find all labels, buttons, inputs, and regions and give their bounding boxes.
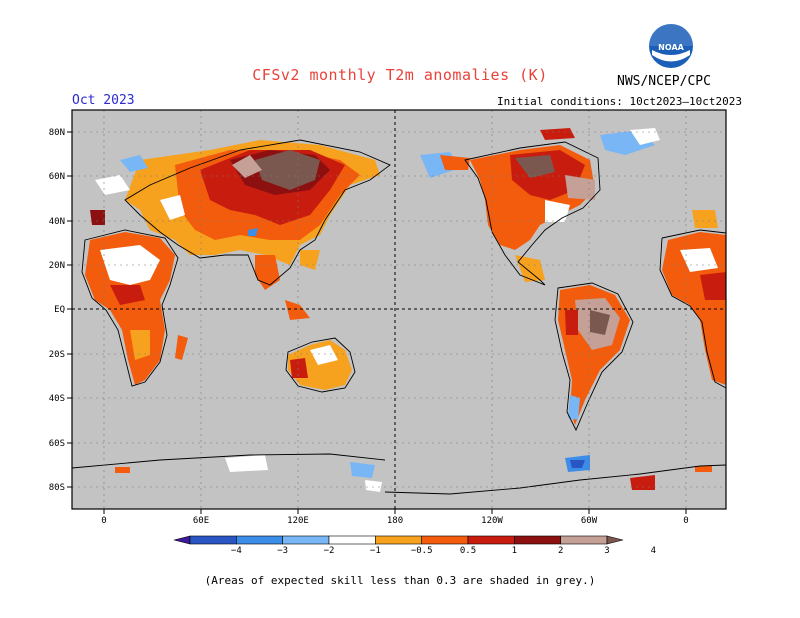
axis-ticks: [67, 131, 687, 514]
colorbar-tick-label: −2: [324, 546, 335, 556]
noaa-logo: NOAA: [649, 24, 693, 68]
lat-label: 20N: [49, 261, 65, 271]
page-title: CFSv2 monthly T2m anomalies (K): [252, 66, 548, 84]
lat-label: 80S: [49, 483, 65, 493]
initial-conditions-label: Initial conditions: 10ct2023–10ct2023: [497, 95, 743, 108]
lon-label: 120W: [481, 516, 503, 526]
colorbar-segment: [189, 535, 237, 545]
colorbar-tick-label: 2: [558, 546, 563, 556]
coastlines: [71, 139, 727, 495]
africa-east-edge-anomaly: [662, 210, 726, 385]
colorbar-tick-label: 0.5: [460, 546, 476, 556]
lon-label: 180: [387, 516, 403, 526]
colorbar-segment: [282, 535, 330, 545]
africa-anomaly: [85, 232, 188, 385]
month-label: Oct 2023: [72, 93, 135, 108]
lat-label: EQ: [54, 305, 65, 315]
colorbar-segment: [236, 535, 283, 545]
lat-label: 80N: [49, 128, 65, 138]
colorbar: −4 −3 −2 −1 −0.5 0.5 1 2 3 4: [173, 535, 656, 556]
south-america-anomaly: [558, 285, 630, 425]
colorbar-tick-label: 4: [651, 546, 656, 556]
australia-anomaly: [288, 340, 352, 390]
colorbar-segment: [467, 535, 515, 545]
colorbar-segment: [375, 535, 422, 545]
lat-label: 20S: [49, 350, 65, 360]
noaa-logo-text: NOAA: [658, 43, 684, 52]
colorbar-tick-label: −3: [277, 546, 288, 556]
colorbar-segment: [514, 535, 561, 545]
antarctica-anomaly: [115, 455, 712, 492]
longitude-labels: 0 60E 120E 180 120W 60W 0: [101, 516, 688, 526]
lon-label: 0: [683, 516, 688, 526]
colorbar-segment: [560, 535, 608, 545]
lon-label: 0: [101, 516, 106, 526]
agency-label: NWS/NCEP/CPC: [617, 74, 711, 89]
lat-label: 60N: [49, 172, 65, 182]
skill-footnote: (Areas of expected skill less than 0.3 a…: [204, 574, 596, 587]
lat-label: 60S: [49, 439, 65, 449]
lon-label: 60W: [581, 516, 598, 526]
colorbar-tick-label: 1: [512, 546, 517, 556]
eurasia-anomaly: [90, 140, 380, 320]
lat-label: 40N: [49, 217, 65, 227]
colorbar-left-extension: [173, 535, 191, 545]
colorbar-tick-label: 3: [604, 546, 609, 556]
colorbar-segment: [328, 535, 376, 545]
lat-label: 40S: [49, 394, 65, 404]
colorbar-tick-label: −4: [231, 546, 242, 556]
lon-label: 60E: [193, 516, 209, 526]
colorbar-segment: [421, 535, 469, 545]
north-america-anomaly: [420, 128, 660, 282]
colorbar-tick-label: −0.5: [411, 546, 433, 556]
colorbar-right-extension: [606, 535, 624, 545]
anomaly-map: 80N 60N 40N 20N EQ 20S 40S 60S 80S 0 60E…: [49, 109, 727, 526]
lon-label: 120E: [287, 516, 309, 526]
colorbar-tick-label: −1: [370, 546, 381, 556]
latitude-labels: 80N 60N 40N 20N EQ 20S 40S 60S 80S: [49, 128, 65, 493]
